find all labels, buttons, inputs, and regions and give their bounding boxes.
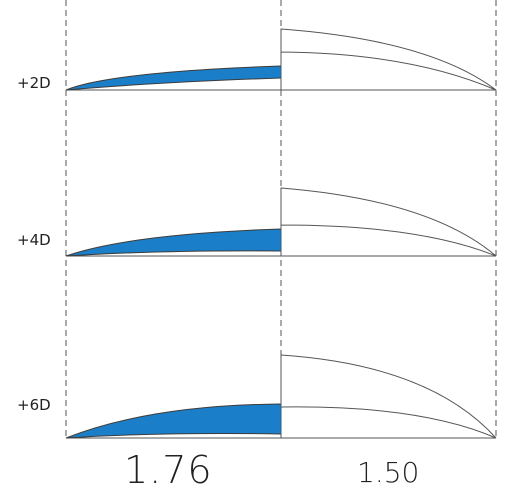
index-label-high: 1.76: [124, 448, 213, 492]
lens-high-index-6d: [65, 403, 282, 439]
lens-row-6d: [65, 354, 497, 439]
lens-row-4d: [65, 187, 497, 257]
power-label-2d: +2D: [17, 74, 51, 92]
lens-standard-4d: [280, 187, 497, 257]
lens-standard-2d: [280, 28, 497, 91]
power-label-6d: +6D: [17, 396, 51, 414]
lens-standard-6d: [280, 354, 497, 439]
lens-high-index-4d: [65, 228, 282, 257]
lens-row-2d: [65, 28, 497, 91]
index-label-standard: 1.50: [357, 456, 420, 489]
lens-high-index-2d: [65, 65, 282, 91]
power-label-4d: +4D: [17, 231, 51, 249]
